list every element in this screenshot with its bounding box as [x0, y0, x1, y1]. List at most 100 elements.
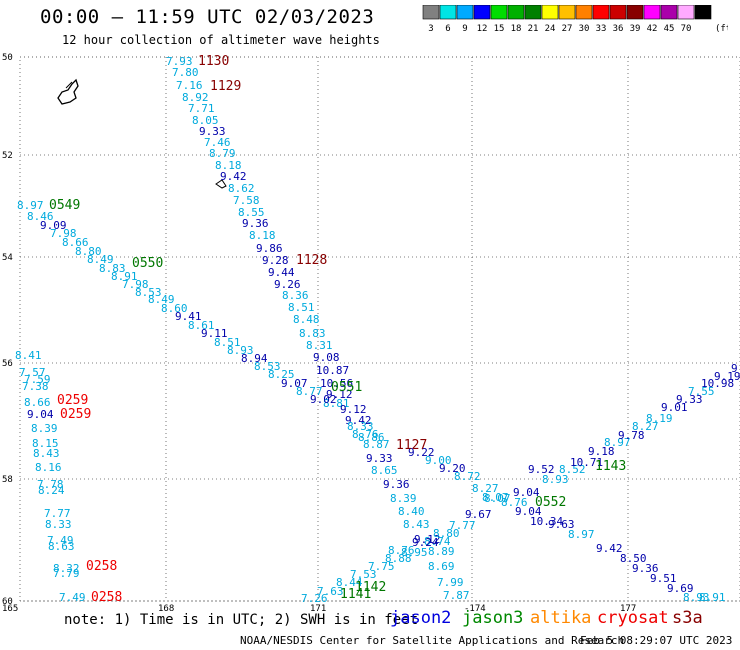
pass-time-label: 0258 — [91, 590, 123, 605]
pass-time-label: 0551 — [331, 380, 363, 395]
wave-height-label: 8.55 — [238, 206, 265, 219]
island-outline — [65, 81, 73, 89]
wave-height-label: 7.55 — [688, 385, 715, 398]
legend-swatch — [541, 5, 559, 20]
pass-time-label: 1142 — [355, 580, 387, 595]
wave-height-label: 9.24 — [412, 536, 439, 549]
legend-swatch — [422, 5, 440, 20]
pass-time-label: 1128 — [296, 253, 328, 268]
wave-height-label: 8.91 — [111, 270, 138, 283]
wave-height-label: 9.20 — [439, 462, 466, 475]
wave-height-label: 8.97 — [17, 199, 44, 212]
wave-height-label: 8.76 — [352, 428, 379, 441]
wave-height-label: 8.40 — [398, 505, 425, 518]
wave-height-label: 8.27 — [632, 420, 659, 433]
pass-time-label: 0259 — [57, 393, 89, 408]
wave-height-label: 9.33 — [199, 125, 226, 138]
pass-time-label: 0550 — [132, 256, 164, 271]
wave-height-label: 7.77 — [449, 519, 476, 532]
wave-height-label: 8.94 — [241, 352, 268, 365]
satellite-name: jason2 — [390, 608, 452, 628]
wave-height-label: 7.53 — [350, 568, 377, 581]
wave-height-label: 7.49 — [59, 591, 86, 604]
wave-height-label: 8.39 — [31, 422, 58, 435]
wave-height-label: 8.50 — [620, 552, 647, 565]
map-frame — [19, 56, 740, 602]
legend-tick-label: 30 — [579, 24, 590, 34]
wave-height-label: 7.57 — [19, 366, 46, 379]
legend-tick-label: 45 — [664, 24, 675, 34]
wave-height-label: 10.34 — [530, 515, 564, 528]
wave-height-label: 8.39 — [390, 492, 417, 505]
legend-swatch — [439, 5, 457, 20]
wave-height-label: 9.12 — [340, 403, 367, 416]
legend-tick-label: 24 — [545, 24, 556, 34]
legend-swatch — [694, 5, 712, 20]
wave-height-label: 8.27 — [472, 482, 499, 495]
wave-height-label: 9.63 — [548, 518, 575, 531]
wave-height-label: 8.32 — [53, 562, 80, 575]
legend-tick-label: 36 — [613, 24, 624, 34]
wave-height-label: 7.63 — [317, 585, 344, 598]
latitude-label: 50 — [2, 53, 13, 63]
wave-height-label: 9.11 — [201, 327, 228, 340]
wave-height-label: 8.62 — [228, 182, 255, 195]
wave-height-label: 7.38 — [22, 380, 49, 393]
satellite-name: altika — [530, 608, 592, 628]
legend-tick-label: 9 — [462, 24, 467, 34]
wave-height-label: 8.92 — [182, 91, 209, 104]
wave-height-label: 7.71 — [188, 102, 215, 115]
wave-height-label: 9 — [731, 362, 738, 375]
wave-height-label: 7.75 — [368, 560, 395, 573]
wave-height-label: 9.51 — [650, 572, 677, 585]
legend-swatch — [524, 5, 542, 20]
wave-height-label: 8.83 — [99, 262, 126, 275]
wave-height-label: 8.89 — [428, 545, 455, 558]
wave-height-label: 8.63 — [48, 540, 75, 553]
wave-height-label: 8.66 — [62, 236, 89, 249]
wave-height-label: 9.41 — [175, 310, 202, 323]
wave-height-label: 8.18 — [249, 229, 276, 242]
wave-height-label: 9.44 — [268, 266, 295, 279]
legend-tick-label: 18 — [511, 24, 522, 34]
wave-height-label: 9.26 — [274, 278, 301, 291]
legend-swatch — [677, 5, 695, 20]
wave-height-label: 9.69 — [667, 582, 694, 595]
wave-height-label: 8.05 — [192, 114, 219, 127]
wave-height-label: 8.16 — [35, 461, 62, 474]
wave-height-label: 9.04 — [27, 408, 54, 421]
wave-height-label: 8.60 — [161, 302, 188, 315]
island-outline — [57, 78, 79, 105]
longitude-label: 171 — [310, 604, 326, 614]
wave-height-label: 9.07 — [281, 377, 308, 390]
page-subtitle: 12 hour collection of altimeter wave hei… — [62, 33, 380, 47]
wave-height-label: 8.25 — [268, 368, 295, 381]
pass-time-label: 0552 — [535, 495, 567, 510]
wave-height-label: 7.78 — [37, 478, 64, 491]
wave-height-label: 8.97 — [568, 528, 595, 541]
wave-height-label: 9.12 — [326, 388, 353, 401]
legend-tick-label: 6 — [445, 24, 450, 34]
wave-height-label: 9.36 — [242, 217, 269, 230]
wave-height-label: 8.66 — [24, 396, 51, 409]
wave-height-label: 8.81 — [323, 397, 350, 410]
wave-height-label: 8.86 — [358, 431, 385, 444]
pass-time-label: 1129 — [210, 79, 242, 94]
legend-swatch — [456, 5, 474, 20]
wave-height-label: 7.16 — [176, 79, 203, 92]
wave-height-label: 9.18 — [588, 445, 615, 458]
pass-time-label: 0259 — [60, 407, 92, 422]
legend-swatch — [643, 5, 661, 20]
wave-height-label: 9.09 — [40, 219, 67, 232]
wave-height-label: 8.87 — [363, 438, 390, 451]
wave-height-label: 8.74 — [424, 535, 451, 548]
wave-height-label: 9.04 — [513, 486, 540, 499]
wave-height-label: 7.93 — [166, 55, 193, 68]
wave-height-label: 7.77 — [44, 507, 71, 520]
legend-swatch — [626, 5, 644, 20]
legend-swatch — [558, 5, 576, 20]
latitude-label: 54 — [2, 253, 13, 263]
wave-height-label: 7.46 — [204, 136, 231, 149]
wave-height-label: 8.48 — [293, 313, 320, 326]
